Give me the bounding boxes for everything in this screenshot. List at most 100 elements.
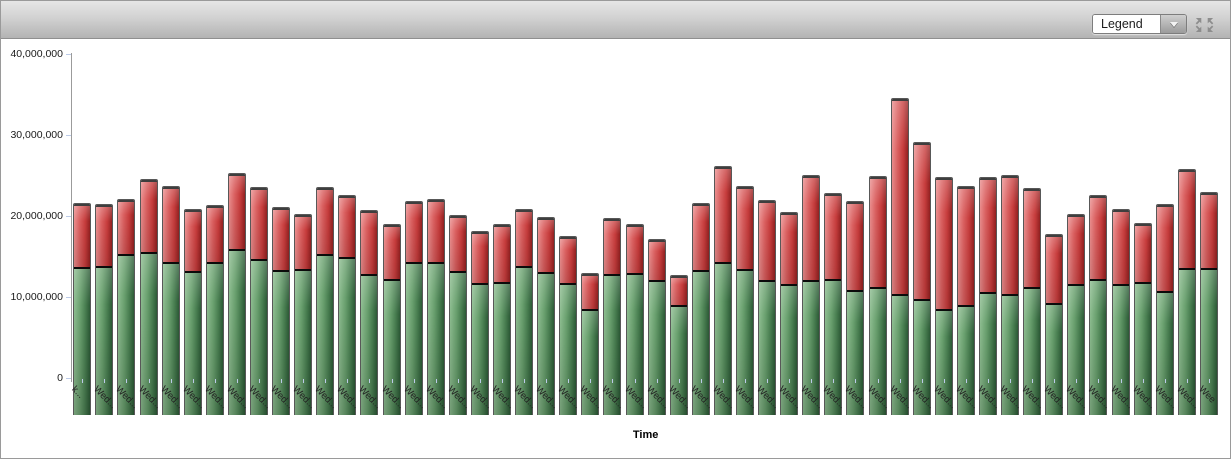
bar-red-segment xyxy=(670,275,687,308)
bar[interactable] xyxy=(250,187,269,415)
bar[interactable] xyxy=(625,223,644,415)
x-tick-mark xyxy=(1010,379,1012,383)
bar-green-segment xyxy=(405,264,422,415)
bar[interactable] xyxy=(404,200,423,415)
bar[interactable] xyxy=(603,217,622,415)
bar[interactable] xyxy=(470,230,489,415)
bar[interactable] xyxy=(161,185,180,415)
bar-green-segment xyxy=(1134,283,1151,415)
bar[interactable] xyxy=(139,179,158,415)
bar-red-segment xyxy=(825,193,842,282)
bar[interactable] xyxy=(1067,213,1086,415)
y-tick-label: 40,000,000 xyxy=(10,48,63,60)
x-tick-mark xyxy=(634,379,636,383)
bar[interactable] xyxy=(736,186,754,415)
bar-green-segment xyxy=(913,300,930,415)
bar[interactable] xyxy=(537,217,556,415)
bar[interactable] xyxy=(647,239,666,415)
bar[interactable] xyxy=(117,198,136,415)
bar[interactable] xyxy=(1177,169,1196,415)
y-tick-label: 30,000,000 xyxy=(10,129,63,141)
bar-green-segment xyxy=(339,259,356,415)
bar[interactable] xyxy=(227,173,246,415)
bar-green-segment xyxy=(1200,270,1217,415)
bar[interactable] xyxy=(934,176,953,415)
bar-red-segment xyxy=(1134,223,1151,284)
bar[interactable] xyxy=(1089,194,1108,415)
bar[interactable] xyxy=(691,202,710,415)
x-tick-mark xyxy=(1076,379,1078,383)
bar-green-segment xyxy=(361,275,378,415)
bar[interactable] xyxy=(780,211,799,415)
bar[interactable] xyxy=(272,207,291,415)
bar[interactable] xyxy=(1023,188,1042,415)
bar[interactable] xyxy=(1133,222,1152,415)
bar[interactable] xyxy=(890,98,909,415)
bar[interactable] xyxy=(205,205,224,415)
bar-red-segment xyxy=(494,224,510,284)
bar[interactable] xyxy=(1001,175,1020,415)
bar-green-segment xyxy=(670,307,687,415)
bar[interactable] xyxy=(382,223,401,415)
bar-red-segment xyxy=(979,178,996,295)
bar[interactable] xyxy=(426,199,445,415)
bar[interactable] xyxy=(1155,204,1174,415)
bar-red-segment xyxy=(96,205,113,268)
bar[interactable] xyxy=(1199,192,1218,415)
bar[interactable] xyxy=(360,209,379,415)
x-tick-mark xyxy=(479,379,481,383)
bar[interactable] xyxy=(338,195,357,415)
bar-green-segment xyxy=(1090,281,1107,415)
bar-green-segment xyxy=(471,284,488,415)
x-tick-mark xyxy=(1186,379,1188,383)
bar[interactable] xyxy=(515,209,534,415)
bar-red-segment xyxy=(626,224,643,275)
bar[interactable] xyxy=(493,223,511,415)
bar-green-segment xyxy=(1024,289,1041,415)
bar[interactable] xyxy=(1111,209,1130,415)
bar-red-segment xyxy=(118,199,135,257)
bar-red-segment xyxy=(427,200,444,264)
x-tick-mark xyxy=(546,379,548,383)
toolbar: Legend xyxy=(1,1,1230,39)
bar-red-segment xyxy=(604,218,621,276)
legend-dropdown[interactable]: Legend xyxy=(1092,14,1187,34)
bar-red-segment xyxy=(471,231,488,285)
bar[interactable] xyxy=(978,177,997,415)
bar-red-segment xyxy=(1046,235,1063,305)
bar[interactable] xyxy=(581,273,600,415)
bar[interactable] xyxy=(868,175,887,415)
bar[interactable] xyxy=(669,274,688,415)
bar-green-segment xyxy=(140,253,157,415)
bar[interactable] xyxy=(316,187,335,415)
bar-red-segment xyxy=(140,180,157,254)
bar-red-segment xyxy=(317,188,334,257)
legend-dropdown-button[interactable] xyxy=(1160,15,1186,33)
bar[interactable] xyxy=(73,203,92,415)
bar[interactable] xyxy=(713,166,732,415)
bar[interactable] xyxy=(846,200,865,415)
bar[interactable] xyxy=(802,175,821,415)
bar-red-segment xyxy=(648,240,665,283)
bar[interactable] xyxy=(448,214,467,415)
x-tick-mark xyxy=(656,379,658,383)
bar[interactable] xyxy=(95,204,114,415)
x-tick-mark xyxy=(126,379,128,383)
bar[interactable] xyxy=(1045,234,1064,415)
bar[interactable] xyxy=(912,141,931,415)
x-tick-mark xyxy=(347,379,349,383)
bar-green-segment xyxy=(516,267,533,415)
legend-dropdown-value: Legend xyxy=(1093,15,1160,33)
bar[interactable] xyxy=(824,192,843,415)
collapse-arrows-icon[interactable] xyxy=(1195,18,1215,32)
bar[interactable] xyxy=(183,209,202,415)
bar[interactable] xyxy=(956,186,975,415)
bar[interactable] xyxy=(559,235,578,415)
x-tick-mark xyxy=(214,379,216,383)
bar[interactable] xyxy=(758,200,777,415)
bar-green-segment xyxy=(538,274,555,415)
x-tick-mark xyxy=(943,379,945,383)
bar[interactable] xyxy=(294,213,313,415)
bar-green-segment xyxy=(869,289,886,415)
bar-red-segment xyxy=(339,196,356,260)
